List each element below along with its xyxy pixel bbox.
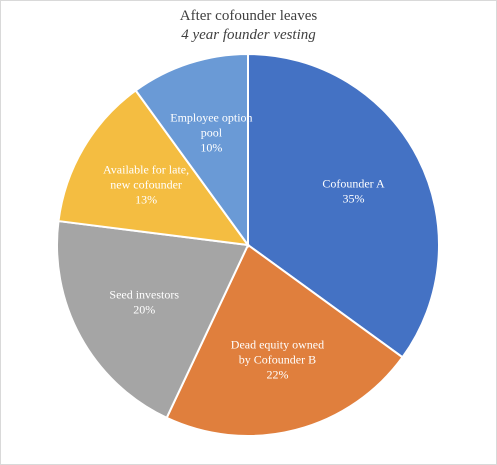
- pie-slice-label-2: Seed investors 20%: [109, 288, 179, 317]
- pie-slice-4: [134, 52, 249, 249]
- pie-slice-2: [56, 219, 250, 420]
- chart-subtitle: 4 year founder vesting: [181, 27, 316, 43]
- pie-slice-label-0: Cofounder A 35%: [322, 177, 385, 206]
- pie-slice-label-4: Employee option pool 10%: [170, 110, 252, 154]
- pie-slice-label-1: Dead equity owned by Cofounder B 22%: [231, 338, 324, 382]
- chart-title: After cofounder leaves: [179, 8, 318, 24]
- pie-slice-label-3: Available for late, new cofounder 13%: [103, 163, 189, 207]
- pie-slice-0: [247, 52, 440, 359]
- pie-slice-3: [57, 89, 251, 247]
